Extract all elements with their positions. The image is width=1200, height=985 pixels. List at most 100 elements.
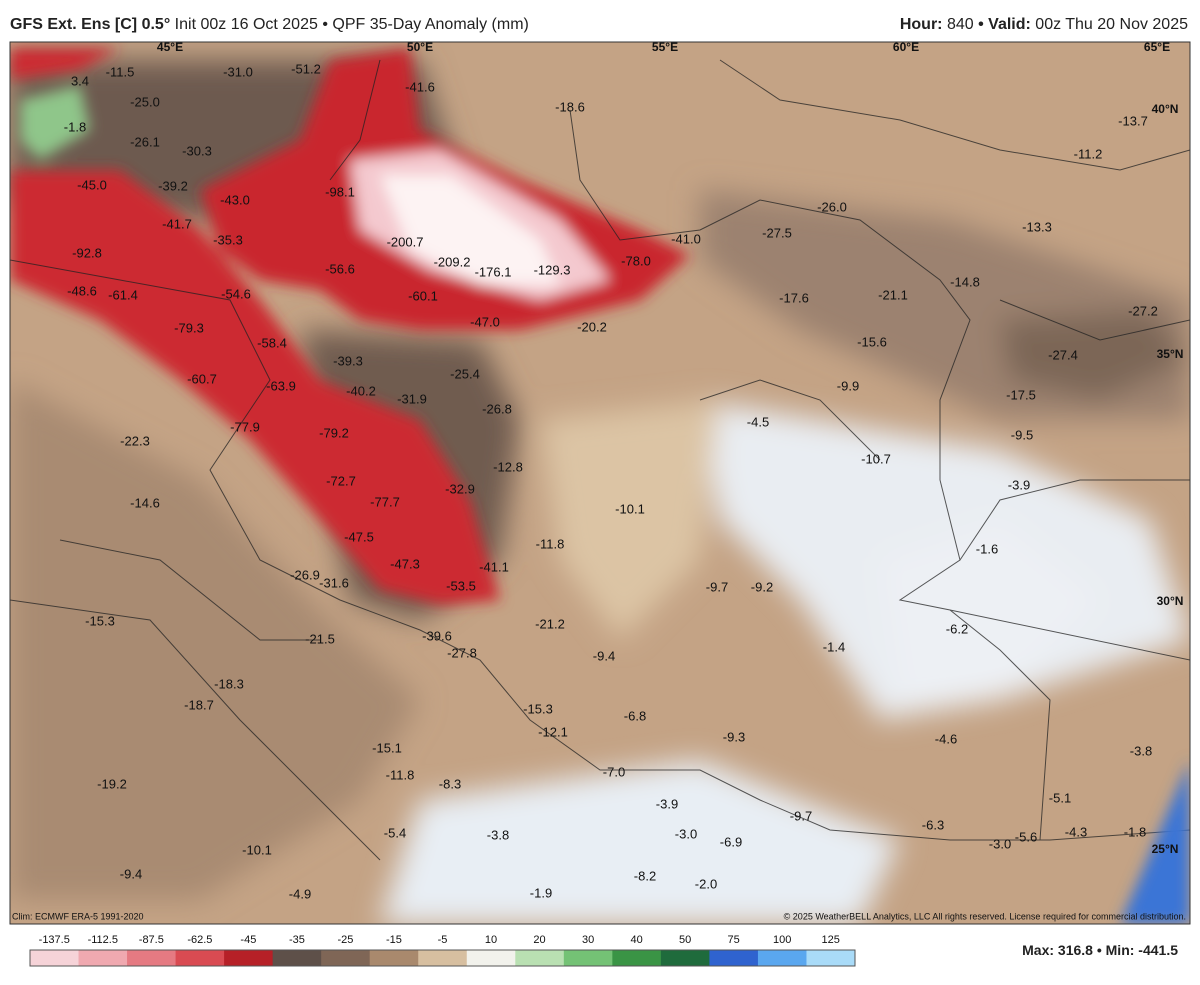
anomaly-value: -2.0 (695, 876, 717, 891)
colorbar-label: 40 (630, 934, 642, 946)
colorbar-label: -112.5 (88, 934, 118, 946)
anomaly-value: -12.1 (538, 724, 568, 739)
colorbar-segment (321, 950, 371, 966)
valid-label: • Valid: (978, 16, 1031, 33)
borders (10, 59, 1190, 861)
anomaly-value: -14.8 (950, 274, 980, 289)
anomaly-value: -31.0 (223, 64, 253, 79)
anomaly-value: -56.6 (325, 261, 355, 276)
anomaly-value: -13.3 (1022, 219, 1052, 234)
anomaly-value: -19.2 (97, 776, 127, 791)
anomaly-value: -45.0 (77, 177, 107, 192)
longitude-label: 60°E (893, 40, 919, 54)
anomaly-value: -35.3 (213, 232, 243, 247)
anomaly-value: -1.4 (823, 639, 845, 654)
anomaly-value: -8.2 (634, 868, 656, 883)
anomaly-value: -10.1 (242, 842, 272, 857)
anomaly-value: -20.2 (577, 319, 607, 334)
anomaly-value: -4.6 (935, 731, 957, 746)
anomaly-value: -5.4 (384, 825, 406, 840)
latitude-label: 25°N (1152, 842, 1179, 856)
anomaly-value: -48.6 (67, 283, 97, 298)
colorbar-label: -35 (289, 934, 305, 946)
colorbar-segment (563, 950, 613, 966)
anomaly-value: -58.4 (257, 335, 287, 350)
anomaly-value: -41.6 (405, 79, 435, 94)
anomaly-value: -47.5 (344, 529, 374, 544)
anomaly-value: -26.8 (482, 401, 512, 416)
colorbar-label: -15 (386, 934, 402, 946)
colorbar-label: -25 (337, 934, 353, 946)
anomaly-value: -3.8 (487, 827, 509, 842)
anomaly-value: -51.2 (291, 61, 321, 76)
anomaly-value: -9.4 (593, 648, 615, 663)
anomaly-value: -10.7 (861, 451, 891, 466)
anomaly-value: -39.3 (333, 353, 363, 368)
colorbar-segment (660, 950, 710, 966)
colorbar-segment (515, 950, 565, 966)
anomaly-value: -11.2 (1074, 146, 1103, 161)
anomaly-value: -41.0 (671, 231, 701, 246)
anomaly-value: -6.2 (946, 621, 968, 636)
hour-label: Hour: (899, 16, 943, 33)
colorbar-label: 20 (533, 934, 545, 946)
anomaly-value: -26.9 (290, 567, 320, 582)
anomaly-value: -11.8 (536, 536, 565, 551)
blue-area (1120, 760, 1190, 924)
anomaly-value: -9.9 (837, 378, 859, 393)
anomaly-value: -9.7 (706, 579, 728, 594)
anomaly-value: -53.5 (446, 578, 476, 593)
anomaly-value: -15.3 (85, 613, 115, 628)
anomaly-value: -47.3 (390, 556, 420, 571)
anomaly-value: -63.9 (266, 378, 296, 393)
climo-note: Clim: ECMWF ERA-5 1991-2020 (12, 911, 144, 921)
anomaly-value: -27.2 (1128, 303, 1158, 318)
anomaly-value: -6.9 (720, 834, 742, 849)
longitude-label: 50°E (407, 40, 433, 54)
anomaly-value: -72.7 (326, 473, 356, 488)
anomaly-value: -18.6 (555, 99, 585, 114)
anomaly-value: -30.3 (182, 143, 212, 158)
anomaly-value: -54.6 (221, 286, 251, 301)
anomaly-value: -17.6 (779, 290, 809, 305)
colorbar-label: -45 (240, 934, 256, 946)
anomaly-value: -9.2 (751, 579, 773, 594)
colorbar-label: 10 (485, 934, 497, 946)
longitude-label: 55°E (652, 40, 678, 54)
anomaly-value: -17.5 (1006, 387, 1036, 402)
anomaly-value: -4.5 (747, 414, 769, 429)
colorbar-segment (757, 950, 807, 966)
anomaly-value: -21.5 (305, 631, 335, 646)
anomaly-value: -5.1 (1049, 790, 1071, 805)
anomaly-value: -15.3 (523, 701, 553, 716)
colorbar-label: 50 (679, 934, 691, 946)
colorbar-segment (806, 950, 856, 966)
latitude-label: 40°N (1152, 102, 1179, 116)
anomaly-value: -1.8 (1124, 824, 1146, 839)
colorbar-segment (224, 950, 274, 966)
colorbar-label: 100 (773, 934, 791, 946)
latitude-label: 35°N (1157, 347, 1184, 361)
anomaly-value: -26.0 (817, 199, 847, 214)
colorbar-segment (369, 950, 419, 966)
anomaly-value: -9.3 (723, 729, 745, 744)
anomaly-value: -79.3 (174, 320, 204, 335)
anomaly-value: -11.5 (106, 64, 135, 79)
anomaly-value: -25.0 (130, 94, 160, 109)
anomaly-value: -25.4 (450, 366, 480, 381)
anomaly-value: -27.8 (447, 645, 477, 660)
title: GFS Ext. Ens [C] 0.5° (10, 16, 171, 33)
colorbar-label: -87.5 (139, 934, 164, 946)
anomaly-value: -3.8 (1130, 743, 1152, 758)
anomaly-value: -7.0 (603, 764, 625, 779)
anomaly-value: -77.9 (230, 419, 260, 434)
anomaly-value: -4.9 (289, 886, 311, 901)
anomaly-value: -78.0 (621, 253, 651, 268)
anomaly-value: -8.3 (439, 776, 461, 791)
stats: Max: 316.8 • Min: -441.5 (1022, 942, 1178, 958)
header-right: Hour: 840 • Valid: 00z Thu 20 Nov 2025 (900, 16, 1188, 34)
anomaly-value: -13.7 (1118, 113, 1148, 128)
colorbar-frame (29, 949, 856, 967)
anomaly-value: -9.4 (120, 866, 142, 881)
